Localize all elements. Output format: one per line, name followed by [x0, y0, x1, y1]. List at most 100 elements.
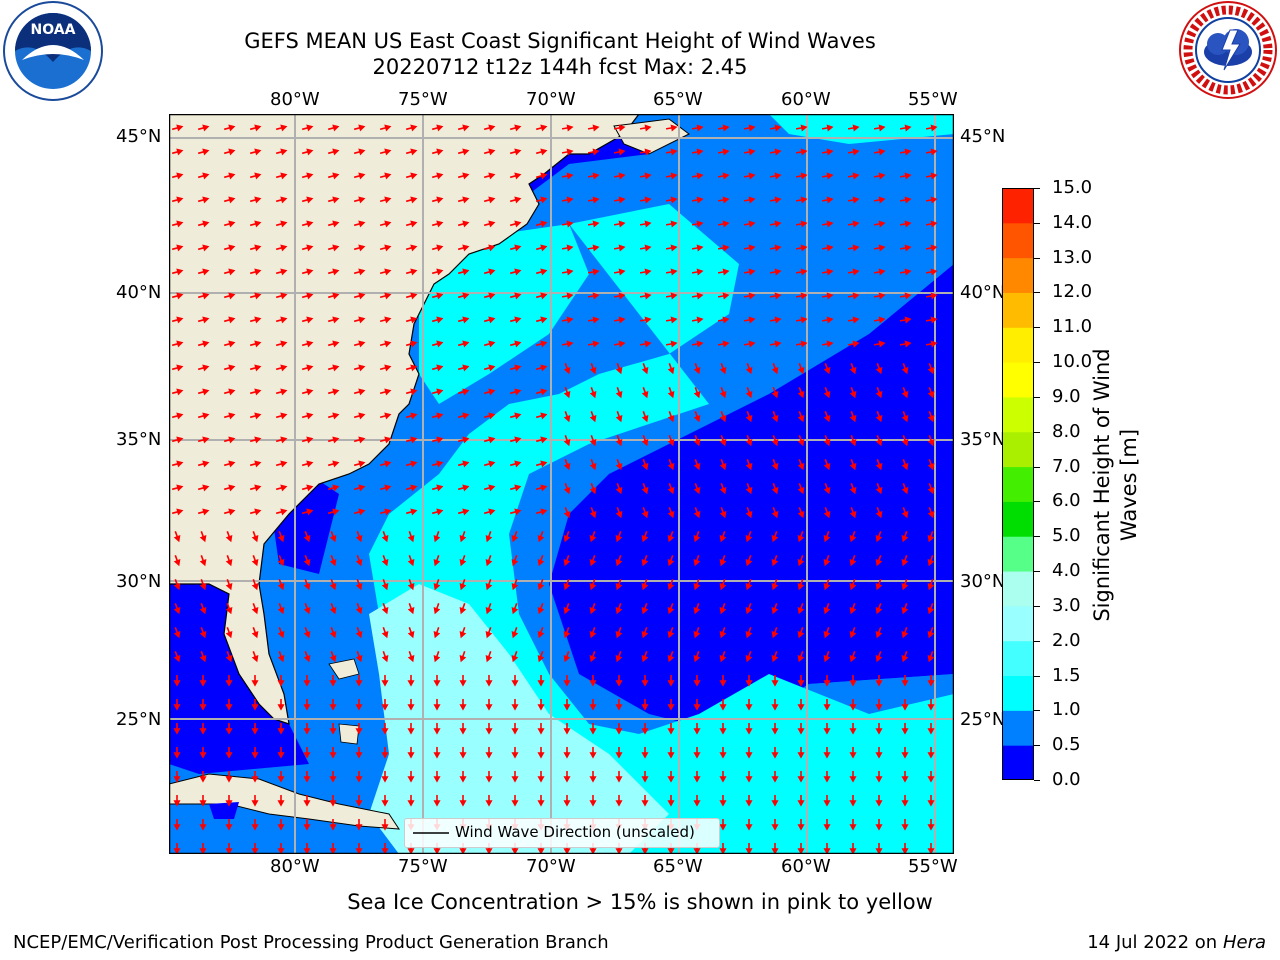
wave-arrow-head	[462, 508, 470, 516]
wave-arrow-head	[667, 534, 675, 543]
wave-arrow-head	[852, 124, 860, 132]
wave-arrow-head	[696, 340, 704, 348]
wave-arrow-head	[488, 148, 496, 156]
wave-arrow-head	[566, 268, 574, 276]
colorbar-tick-label: 0.5	[1052, 734, 1081, 756]
wave-arrow-head	[537, 558, 545, 567]
wave-arrow-head	[904, 172, 912, 180]
wave-arrow-head	[433, 704, 441, 711]
wave-arrow-head	[407, 606, 415, 615]
wave-arrow-head	[436, 340, 444, 348]
wave-arrow-head	[228, 508, 236, 516]
wave-arrow-head	[719, 366, 727, 375]
wave-arrow-head	[875, 800, 883, 807]
wave-arrow-head	[254, 148, 262, 156]
colorbar-tick-label: 14.0	[1052, 211, 1093, 233]
wave-arrow-head	[355, 558, 363, 567]
wave-arrow-head	[410, 460, 418, 468]
wave-arrow-head	[251, 776, 259, 783]
wave-arrow-head	[823, 390, 831, 399]
wave-arrow-head	[930, 268, 938, 276]
wave-arrow-head	[875, 462, 883, 471]
wave-arrow-head	[332, 220, 340, 228]
colorbar-tick-label: 1.5	[1052, 664, 1081, 686]
wave-arrow-head	[199, 848, 207, 854]
wave-arrow-head	[696, 172, 704, 180]
wave-arrow-head	[488, 316, 496, 324]
wave-arrow-head	[618, 172, 626, 180]
wave-arrow-head	[875, 510, 883, 519]
wave-arrow-head	[384, 340, 392, 348]
wave-arrow-head	[771, 824, 779, 831]
wave-arrow-head	[667, 438, 675, 447]
colorbar-tick-mark	[1034, 257, 1040, 259]
wave-arrow-head	[329, 800, 337, 807]
lat-label-right-30n: 30°N	[960, 571, 1006, 592]
wave-arrow-head	[332, 484, 340, 492]
wave-arrow-head	[306, 388, 314, 396]
wave-arrow-head	[774, 244, 782, 252]
wave-arrow-head	[537, 704, 545, 711]
wave-arrow-head	[355, 654, 363, 663]
wave-arrow-head	[202, 412, 210, 420]
wave-arrow-head	[563, 848, 571, 854]
wave-arrow-head	[589, 438, 597, 447]
wave-arrow-head	[358, 340, 366, 348]
wave-arrow-head	[566, 316, 574, 324]
wave-arrow-head	[225, 606, 233, 615]
wave-arrow-head	[693, 366, 701, 375]
wave-arrow-head	[615, 654, 623, 663]
wave-arrow-head	[225, 848, 233, 854]
wave-arrow-head	[823, 776, 831, 783]
wave-arrow-head	[797, 776, 805, 783]
wave-arrow-head	[615, 462, 623, 471]
wave-arrow-head	[277, 824, 285, 831]
wave-arrow-head	[514, 508, 522, 516]
wave-arrow-head	[303, 534, 311, 543]
wave-arrow-head	[927, 558, 935, 567]
wave-arrow-head	[540, 364, 548, 372]
wave-arrow-head	[823, 438, 831, 447]
colorbar-swatch	[1002, 431, 1034, 468]
wave-arrow-head	[358, 460, 366, 468]
wave-arrow-head	[251, 824, 259, 831]
wave-arrow-head	[930, 244, 938, 252]
wave-arrow-head	[823, 654, 831, 663]
wave-arrow-head	[797, 728, 805, 735]
wave-arrow-head	[563, 704, 571, 711]
wave-arrow-head	[771, 534, 779, 543]
lat-label-left-40n: 40°N	[116, 282, 162, 303]
wave-arrow-head	[927, 414, 935, 423]
wave-arrow-head	[771, 606, 779, 615]
colorbar-tick-label: 8.0	[1052, 420, 1081, 442]
wave-arrow-head	[488, 436, 496, 444]
wave-arrow-head	[771, 728, 779, 735]
wave-arrow-head	[589, 630, 597, 639]
wave-arrow-head	[800, 244, 808, 252]
wave-arrow-head	[228, 268, 236, 276]
wave-arrow-head	[771, 462, 779, 471]
wave-arrow-head	[693, 510, 701, 519]
wave-arrow-head	[823, 752, 831, 759]
wave-arrow-head	[306, 244, 314, 252]
wave-arrow-head	[719, 558, 727, 567]
wave-arrow-head	[303, 800, 311, 807]
wave-arrow-head	[332, 412, 340, 420]
wave-arrow-head	[306, 508, 314, 516]
wave-arrow-head	[852, 268, 860, 276]
wave-arrow-head	[693, 606, 701, 615]
wave-arrow-head	[225, 680, 233, 687]
wave-arrow-head	[332, 508, 340, 516]
wave-arrow-head	[228, 412, 236, 420]
wave-arrow-head	[852, 292, 860, 300]
wave-arrow-head	[488, 340, 496, 348]
wave-arrow-head	[904, 292, 912, 300]
lon-label-bottom-70w: 70°W	[526, 856, 576, 877]
colorbar-swatch	[1002, 501, 1034, 537]
wave-arrow-head	[667, 582, 675, 591]
wave-arrow-head	[277, 752, 285, 759]
wave-arrow-head	[589, 414, 597, 423]
wave-arrow-head	[800, 220, 808, 228]
wave-arrow-head	[384, 412, 392, 420]
wave-arrow-head	[280, 388, 288, 396]
